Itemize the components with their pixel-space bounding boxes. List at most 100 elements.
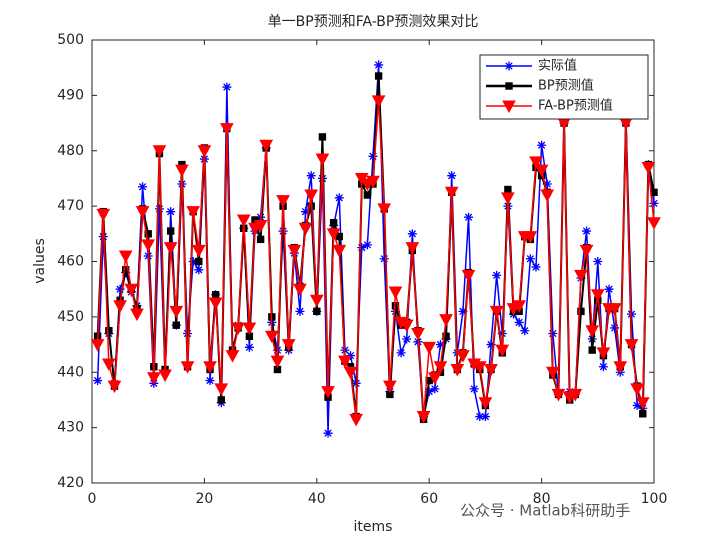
x-axis-label: items [354,519,393,535]
data-point [424,387,434,397]
data-point [442,332,450,340]
data-point [649,198,659,208]
data-point [422,341,437,355]
data-point [93,376,103,386]
data-point [208,297,223,311]
data-point [464,212,474,222]
y-tick-label: 430 [57,420,84,436]
data-point [396,348,406,358]
data-point [259,139,274,153]
data-point [214,383,229,396]
data-point [194,265,204,275]
data-point [122,266,130,274]
x-tick-label: 40 [308,491,326,507]
data-point [203,361,217,374]
legend: 实际值 BP预测值 FA-BP预测值 [479,54,649,120]
data-point [574,269,588,283]
data-point [211,291,220,299]
x-tick-label: 80 [533,491,551,507]
data-point [475,412,485,422]
data-point [124,283,139,297]
data-point [540,189,555,203]
y-tick-label: 440 [57,364,84,380]
data-point [647,217,661,230]
data-point [138,182,148,192]
data-point [607,303,622,316]
data-point [456,350,470,363]
data-point [335,232,343,241]
data-point [217,396,225,404]
data-point [610,323,620,333]
data-point [298,222,313,236]
data-point [514,317,524,327]
data-point [366,175,380,189]
data-point [484,363,498,377]
data-point [368,151,378,161]
data-point [96,208,111,222]
data-point [281,339,296,352]
data-point [585,325,600,338]
legend-label: FA-BP预测值 [538,98,613,114]
data-point [253,220,268,233]
data-point [593,257,603,266]
data-point [379,254,389,264]
data-point [495,344,510,358]
data-point [630,383,644,396]
data-point [141,239,156,252]
data-point [613,361,628,374]
x-tick-label: 100 [641,491,668,507]
data-point [416,411,431,424]
data-point [362,240,372,250]
data-point [590,289,605,302]
data-point [577,307,585,316]
data-point [363,191,372,199]
data-point [537,140,547,150]
data-point [523,231,538,244]
data-point [531,262,541,272]
data-point [166,227,175,235]
data-point [534,164,549,178]
data-point [343,366,358,380]
data-point [225,350,240,363]
data-point [270,355,285,369]
legend-label: BP预测值 [538,78,594,94]
data-point [349,413,363,427]
data-point [154,204,164,214]
data-point [486,340,496,350]
y-tick-label: 470 [57,198,84,214]
data-point [326,228,341,241]
data-point [264,330,279,344]
data-point [512,300,526,313]
y-tick-label: 420 [57,475,84,491]
data-point [525,254,535,264]
data-point [374,60,384,70]
data-point [169,305,184,319]
data-point [107,380,122,394]
data-point [135,206,150,219]
data-point [115,284,125,294]
y-axis-label: values [32,238,48,284]
data-point [489,305,504,319]
data-point [332,244,347,258]
data-point [244,342,254,352]
data-point [102,358,116,371]
data-point [315,153,330,167]
data-point [598,362,608,372]
data-point [197,145,212,158]
data-point [175,164,189,178]
data-point [163,242,178,255]
x-tick-label: 60 [420,491,438,507]
plot-area: 420 430 440 450 460 470 480 490 500 0 20 40 60 80 100 实… [57,32,667,507]
data-point [579,244,594,258]
data-point [195,257,203,266]
data-point [304,189,319,203]
data-point [236,214,251,228]
data-point [118,250,133,264]
y-tick-label: 480 [57,143,84,159]
data-point [402,334,412,344]
data-point [582,226,592,236]
data-point [191,244,206,258]
data-point [405,242,420,255]
data-point [501,192,515,205]
data-point [287,244,302,258]
